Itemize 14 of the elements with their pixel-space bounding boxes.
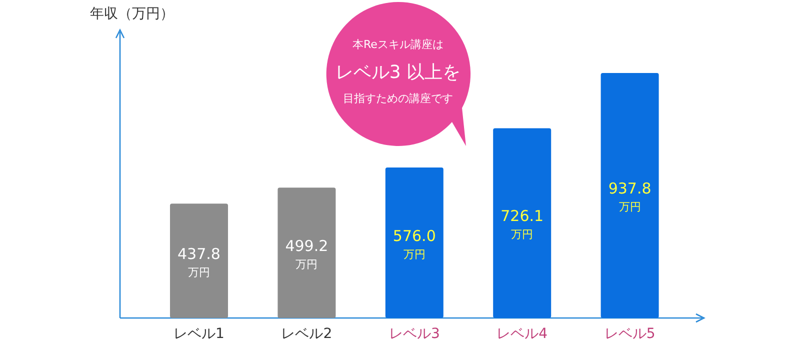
- x-tick-label: レベル3: [388, 326, 440, 342]
- x-tick-label: レベル4: [496, 326, 548, 342]
- text: 本Reスキル講座は: [352, 38, 444, 51]
- annotation: 目指すための講座です: [343, 92, 453, 105]
- x-tick-label: レベル2: [281, 326, 332, 342]
- x-tick-label: レベル5: [604, 326, 656, 342]
- y-axis-title: 年収（万円）: [90, 6, 174, 22]
- bar: [278, 188, 336, 318]
- bar: [493, 128, 552, 318]
- x-tick-label: レベル1: [174, 326, 224, 342]
- bar: [600, 73, 659, 318]
- bar: [170, 204, 228, 318]
- annotation: レベル3 以上を: [335, 62, 461, 83]
- bar: [385, 168, 444, 318]
